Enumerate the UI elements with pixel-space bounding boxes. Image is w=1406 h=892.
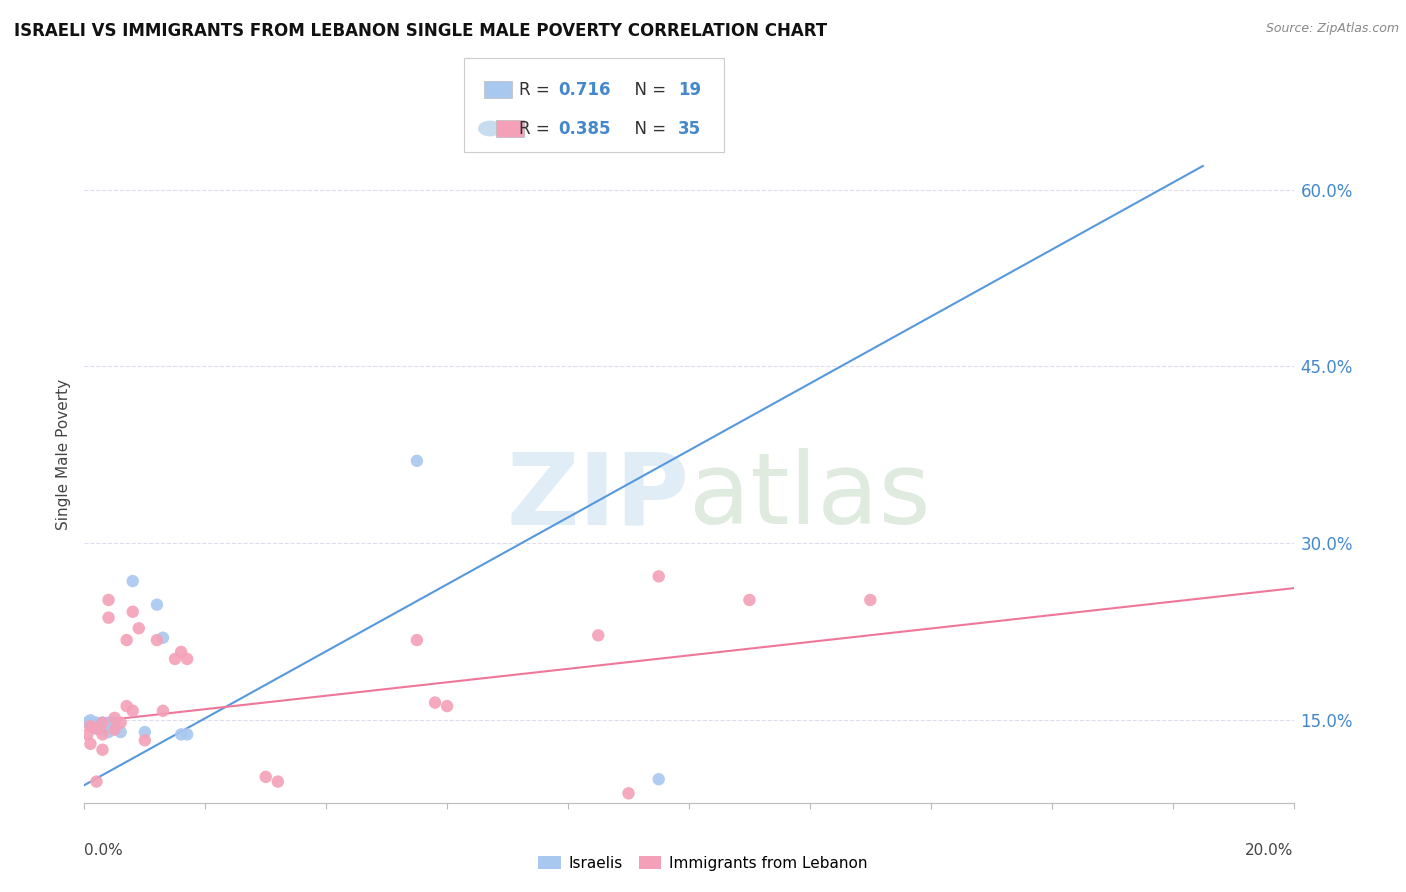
Text: ZIP: ZIP [506, 448, 689, 545]
Y-axis label: Single Male Poverty: Single Male Poverty [56, 379, 72, 531]
Text: N =: N = [624, 120, 672, 137]
Point [86, 722, 108, 736]
Point [128, 621, 150, 635]
Point [86, 774, 108, 789]
Text: 0.0%: 0.0% [84, 843, 124, 858]
Point [97, 725, 120, 739]
Point [110, 715, 132, 730]
Point [406, 454, 429, 468]
Point [91, 715, 114, 730]
Point [104, 711, 127, 725]
Point [152, 704, 174, 718]
Point [86, 715, 108, 730]
Point [170, 645, 193, 659]
Point [423, 696, 446, 710]
Point [121, 605, 143, 619]
Point [76, 727, 98, 741]
Text: R =: R = [519, 80, 555, 98]
Point [79, 737, 101, 751]
Point [176, 652, 198, 666]
Point [165, 652, 187, 666]
Text: atlas: atlas [689, 448, 931, 545]
Point [86, 722, 108, 736]
Point [588, 628, 610, 642]
Point [121, 574, 143, 588]
Point [176, 727, 198, 741]
Point [738, 593, 761, 607]
Point [79, 719, 101, 733]
Point [82, 719, 104, 733]
Point [406, 633, 429, 648]
Point [91, 727, 114, 741]
Point [91, 715, 114, 730]
Point [267, 774, 290, 789]
Text: 0.385: 0.385 [558, 120, 610, 137]
Point [76, 715, 98, 730]
Point [104, 715, 127, 730]
Point [617, 786, 640, 800]
Point [110, 725, 132, 739]
Point [91, 743, 114, 757]
Point [97, 715, 120, 730]
Text: 0.716: 0.716 [558, 80, 610, 98]
Point [146, 598, 169, 612]
Point [134, 733, 156, 747]
Text: R =: R = [519, 120, 555, 137]
Point [170, 727, 193, 741]
Point [859, 593, 882, 607]
Point [97, 593, 120, 607]
Point [436, 699, 458, 714]
Point [648, 772, 671, 787]
Point [152, 631, 174, 645]
Point [121, 704, 143, 718]
Point [104, 723, 127, 737]
Point [134, 725, 156, 739]
Text: ISRAELI VS IMMIGRANTS FROM LEBANON SINGLE MALE POVERTY CORRELATION CHART: ISRAELI VS IMMIGRANTS FROM LEBANON SINGL… [14, 22, 827, 40]
Point [254, 770, 277, 784]
Point [648, 569, 671, 583]
Text: 20.0%: 20.0% [1246, 843, 1294, 858]
Point [91, 723, 114, 737]
Point [115, 633, 138, 648]
Text: 19: 19 [678, 80, 700, 98]
Text: N =: N = [624, 80, 672, 98]
Point [97, 610, 120, 624]
Point [115, 699, 138, 714]
Legend: Israelis, Immigrants from Lebanon: Israelis, Immigrants from Lebanon [534, 851, 872, 875]
Point [146, 633, 169, 648]
Text: 35: 35 [678, 120, 700, 137]
Text: Source: ZipAtlas.com: Source: ZipAtlas.com [1265, 22, 1399, 36]
Point [79, 713, 101, 727]
